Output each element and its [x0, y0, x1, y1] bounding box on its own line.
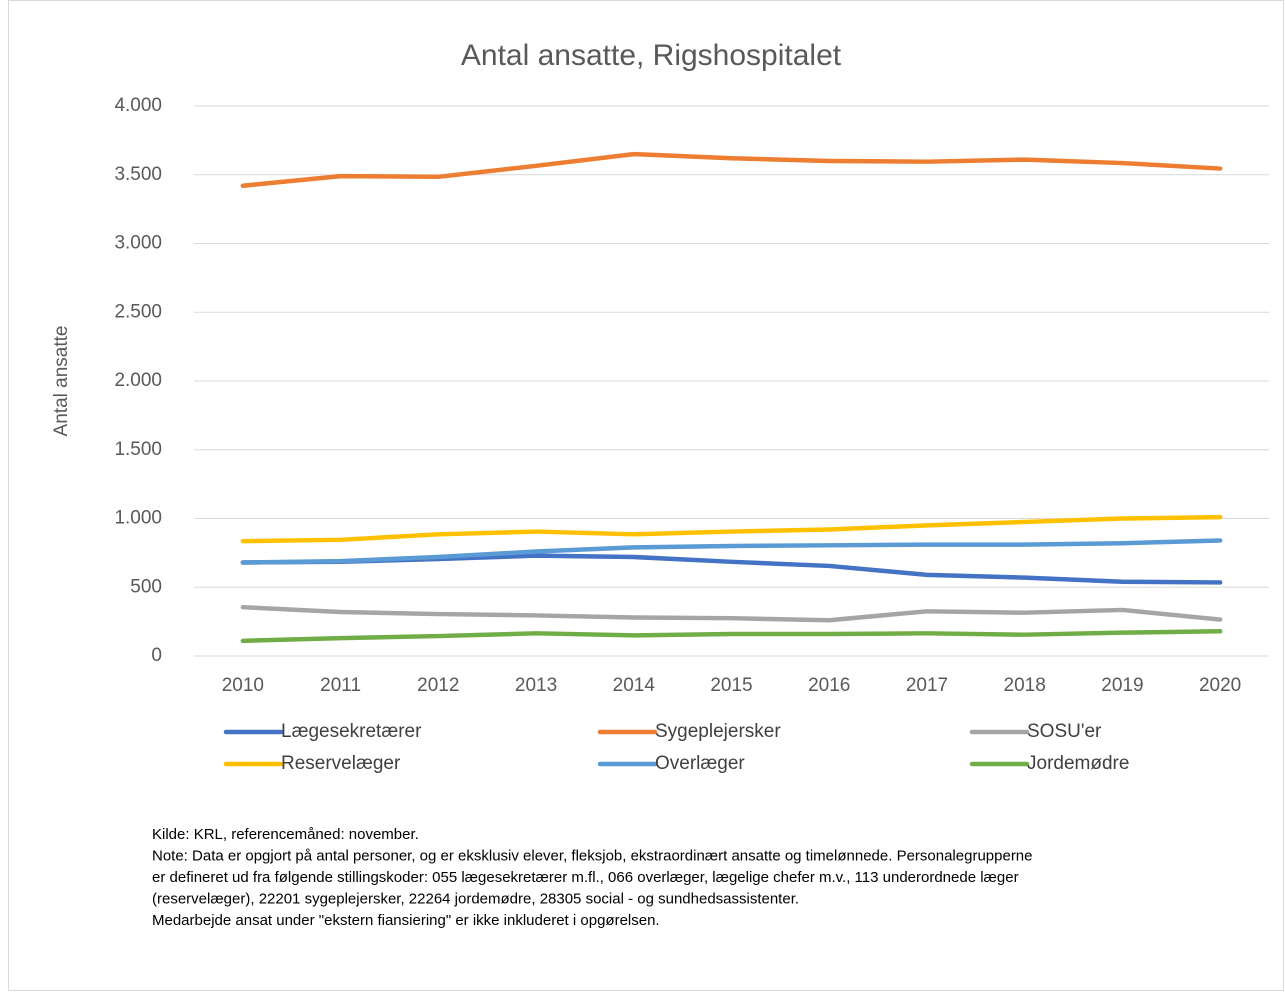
- legend-label: Jordemødre: [1027, 753, 1129, 774]
- x-tick-label: 2014: [613, 675, 656, 696]
- chart-title: Antal ansatte, Rigshospitalet: [461, 39, 842, 72]
- x-tick-label: 2018: [1004, 675, 1046, 696]
- series-line: [240, 629, 1223, 644]
- legend-label: Reservelæger: [281, 753, 401, 774]
- y-tick-label: 4.000: [114, 95, 162, 116]
- y-tick-label: 0: [151, 645, 162, 666]
- y-tick-label: 2.000: [114, 370, 162, 391]
- y-tick-label: 1.000: [114, 508, 162, 529]
- x-tick-label: 2017: [906, 675, 948, 696]
- x-tick-label: 2016: [808, 675, 850, 696]
- x-tick-label: 2010: [222, 675, 264, 696]
- y-tick-label: 2.500: [114, 301, 162, 322]
- x-tick-label: 2019: [1101, 675, 1143, 696]
- y-tick-label: 3.500: [114, 164, 162, 185]
- footnote: Kilde: KRL, referencemåned: november.: [152, 826, 419, 843]
- series-line: [240, 538, 1223, 565]
- legend-label: Lægesekretærer: [281, 721, 422, 742]
- x-tick-label: 2011: [320, 675, 361, 696]
- series-line: [240, 514, 1223, 544]
- x-tick-label: 2020: [1199, 675, 1241, 696]
- legend-label: Overlæger: [655, 753, 745, 774]
- x-tick-label: 2013: [515, 675, 557, 696]
- footnote: (reservelæger), 22201 sygeplejersker, 22…: [152, 891, 799, 908]
- series-line: [240, 604, 1223, 623]
- y-tick-label: 500: [130, 576, 162, 597]
- y-axis-label: Antal ansatte: [51, 326, 72, 437]
- series-line: [240, 151, 1223, 188]
- y-tick-label: 1.500: [114, 439, 162, 460]
- footnote: er defineret ud fra følgende stillingsko…: [152, 869, 1019, 886]
- legend-label: SOSU'er: [1027, 721, 1102, 742]
- chart-frame: [8, 0, 1284, 991]
- y-tick-label: 3.000: [114, 233, 162, 254]
- footnote: Medarbejde ansat under "ekstern fiansier…: [152, 912, 660, 929]
- footnote: Note: Data er opgjort på antal personer,…: [152, 848, 1033, 865]
- x-tick-label: 2012: [417, 675, 459, 696]
- x-tick-label: 2015: [710, 675, 752, 696]
- legend-label: Sygeplejersker: [655, 721, 781, 742]
